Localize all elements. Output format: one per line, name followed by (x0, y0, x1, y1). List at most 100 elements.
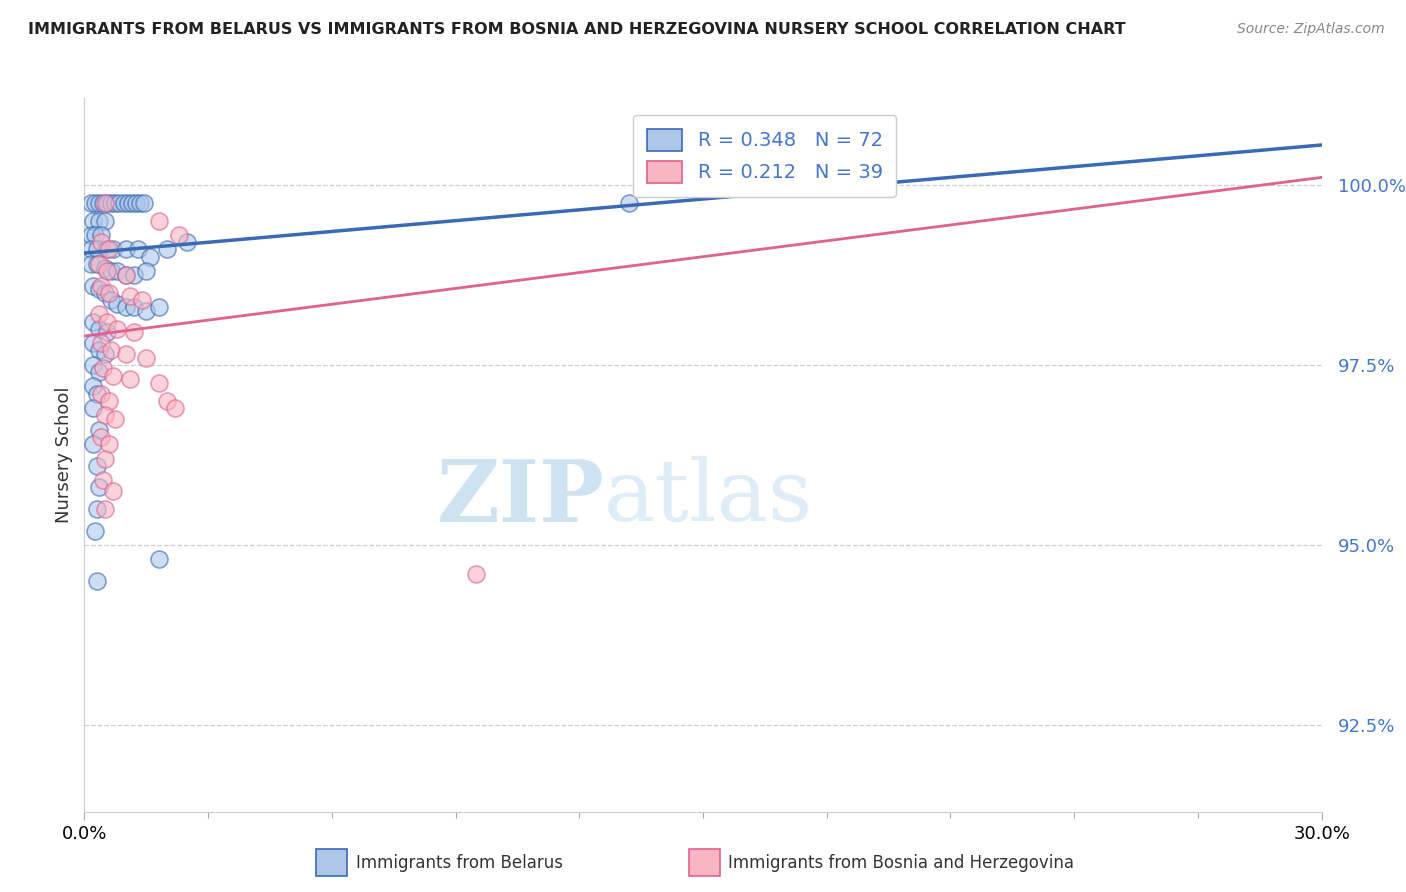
Point (135, 303, 157, 318)
Point (86, 458, 108, 473)
Point (91, 361, 114, 376)
Point (79, 257, 101, 271)
Point (103, 368, 125, 383)
Point (87, 213, 110, 227)
Point (87, 365, 110, 379)
Point (86, 257, 108, 271)
Point (167, 228, 190, 243)
Point (79, 195, 101, 210)
Point (87, 282, 110, 296)
Text: ZIP: ZIP (436, 456, 605, 540)
Point (98, 393, 121, 408)
Point (79, 228, 101, 243)
Point (82, 379, 104, 393)
Point (100, 293, 122, 307)
Text: Immigrants from Bosnia and Herzegovina: Immigrants from Bosnia and Herzegovina (728, 854, 1074, 871)
Point (90, 278, 112, 293)
Point (87, 480, 110, 494)
Point (87, 195, 110, 210)
Point (96, 243, 118, 257)
Point (156, 393, 179, 408)
Point (129, 195, 152, 210)
Point (105, 264, 128, 278)
Point (98, 285, 121, 300)
Point (176, 235, 198, 250)
Point (117, 195, 139, 210)
Point (122, 268, 145, 282)
Point (122, 300, 145, 314)
Point (94, 347, 117, 361)
Point (148, 552, 170, 566)
Point (156, 243, 179, 257)
Point (114, 300, 136, 314)
Point (82, 401, 104, 415)
Point (112, 195, 135, 210)
Point (90, 336, 112, 351)
Point (104, 412, 127, 426)
Point (82, 437, 104, 451)
Point (82, 278, 104, 293)
Point (83, 228, 105, 243)
Point (79, 243, 101, 257)
Point (91, 195, 114, 210)
Point (465, 566, 488, 581)
Point (114, 347, 136, 361)
Point (122, 326, 145, 340)
Point (96, 315, 118, 329)
Point (86, 243, 108, 257)
Point (82, 336, 104, 351)
Point (121, 195, 143, 210)
Point (148, 376, 170, 390)
Point (114, 268, 136, 282)
Point (90, 235, 112, 250)
Legend: R = 0.348   N = 72, R = 0.212   N = 39: R = 0.348 N = 72, R = 0.212 N = 39 (634, 115, 896, 197)
Point (100, 264, 122, 278)
Point (148, 213, 170, 227)
Point (87, 257, 110, 271)
Point (114, 243, 136, 257)
Text: IMMIGRANTS FROM BELARUS VS IMMIGRANTS FROM BOSNIA AND HERZEGOVINA NURSERY SCHOOL: IMMIGRANTS FROM BELARUS VS IMMIGRANTS FR… (28, 22, 1126, 37)
Point (82, 358, 104, 372)
Point (125, 195, 148, 210)
Point (103, 243, 125, 257)
Text: atlas: atlas (605, 456, 813, 540)
Point (96, 195, 118, 210)
Point (96, 326, 118, 340)
Point (118, 372, 141, 386)
Point (135, 351, 157, 365)
Point (104, 195, 127, 210)
Point (86, 386, 108, 401)
Point (766, 174, 789, 188)
Point (135, 264, 157, 278)
Point (103, 483, 125, 498)
Point (108, 195, 131, 210)
Point (94, 409, 117, 423)
Point (86, 502, 108, 516)
Point (91, 473, 114, 487)
Point (90, 386, 112, 401)
Point (94, 195, 117, 210)
Point (86, 574, 108, 588)
Point (82, 213, 104, 227)
Point (131, 293, 153, 307)
Point (617, 195, 640, 210)
Point (83, 524, 105, 538)
Point (87, 307, 110, 321)
Point (105, 322, 128, 336)
Point (139, 250, 162, 264)
Y-axis label: Nursery School: Nursery School (55, 386, 73, 524)
Point (83, 195, 105, 210)
Point (94, 451, 117, 466)
Text: Source: ZipAtlas.com: Source: ZipAtlas.com (1237, 22, 1385, 37)
Point (134, 195, 156, 210)
Point (94, 285, 117, 300)
Point (766, 174, 789, 188)
Point (100, 343, 122, 358)
Point (114, 268, 136, 282)
Point (94, 502, 117, 516)
Point (127, 243, 149, 257)
Text: Immigrants from Belarus: Immigrants from Belarus (356, 854, 562, 871)
Point (90, 228, 112, 243)
Point (94, 260, 117, 275)
Point (118, 289, 141, 303)
